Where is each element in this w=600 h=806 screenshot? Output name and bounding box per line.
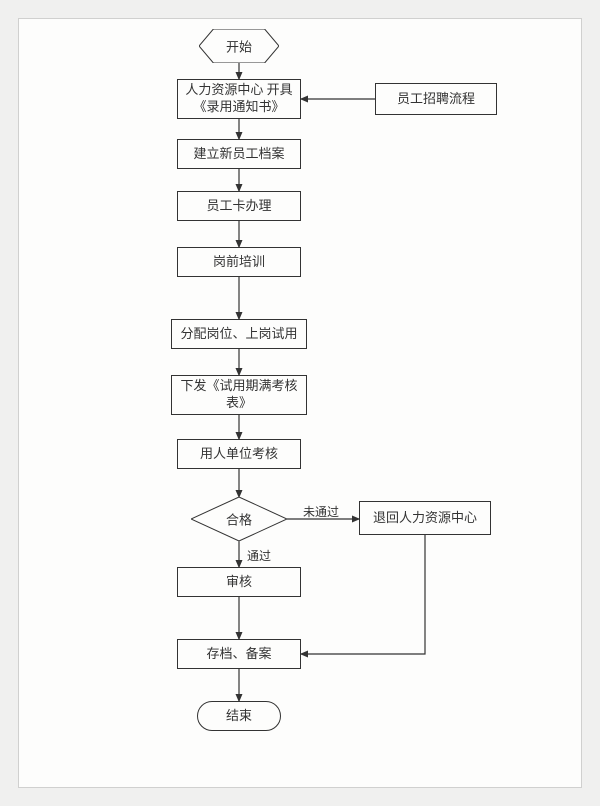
node-assign-position: 分配岗位、上岗试用: [171, 319, 307, 349]
node-label: 存档、备案: [206, 646, 271, 663]
node-review: 审核: [177, 567, 301, 597]
node-decision-label: 合格: [191, 510, 287, 529]
node-issue-assessment-form: 下发《试用期满考核 表》: [171, 375, 307, 415]
node-end: 结束: [197, 701, 281, 731]
node-start-label: 开始: [199, 37, 279, 56]
node-start: 开始: [199, 29, 279, 63]
edge-label-fail: 未通过: [303, 503, 339, 520]
node-pre-training: 岗前培训: [177, 247, 301, 277]
node-label: 员工招聘流程: [397, 91, 475, 108]
node-label: 审核: [226, 574, 252, 591]
node-recruitment-process: 员工招聘流程: [375, 83, 497, 115]
flowchart-canvas: 开始 人力资源中心 开具《录用通知书》 员工招聘流程 建立新员工档案 员工卡办理…: [18, 18, 582, 788]
node-employee-card: 员工卡办理: [177, 191, 301, 221]
node-create-file: 建立新员工档案: [177, 139, 301, 169]
edge-label-pass: 通过: [247, 547, 271, 564]
node-archive: 存档、备案: [177, 639, 301, 669]
node-label: 岗前培训: [213, 254, 265, 271]
node-label: 用人单位考核: [200, 446, 278, 463]
node-label: 建立新员工档案: [193, 146, 284, 163]
node-hr-issue-notice: 人力资源中心 开具《录用通知书》: [177, 79, 301, 119]
node-label: 退回人力资源中心: [373, 510, 477, 527]
node-label: 员工卡办理: [206, 198, 271, 215]
node-employer-assessment: 用人单位考核: [177, 439, 301, 469]
node-label: 下发《试用期满考核 表》: [172, 378, 306, 412]
node-label: 结束: [226, 708, 252, 725]
node-label: 人力资源中心 开具《录用通知书》: [178, 82, 300, 116]
node-decision-qualified: 合格: [191, 497, 287, 541]
node-label: 分配岗位、上岗试用: [180, 326, 297, 343]
node-return-hr: 退回人力资源中心: [359, 501, 491, 535]
